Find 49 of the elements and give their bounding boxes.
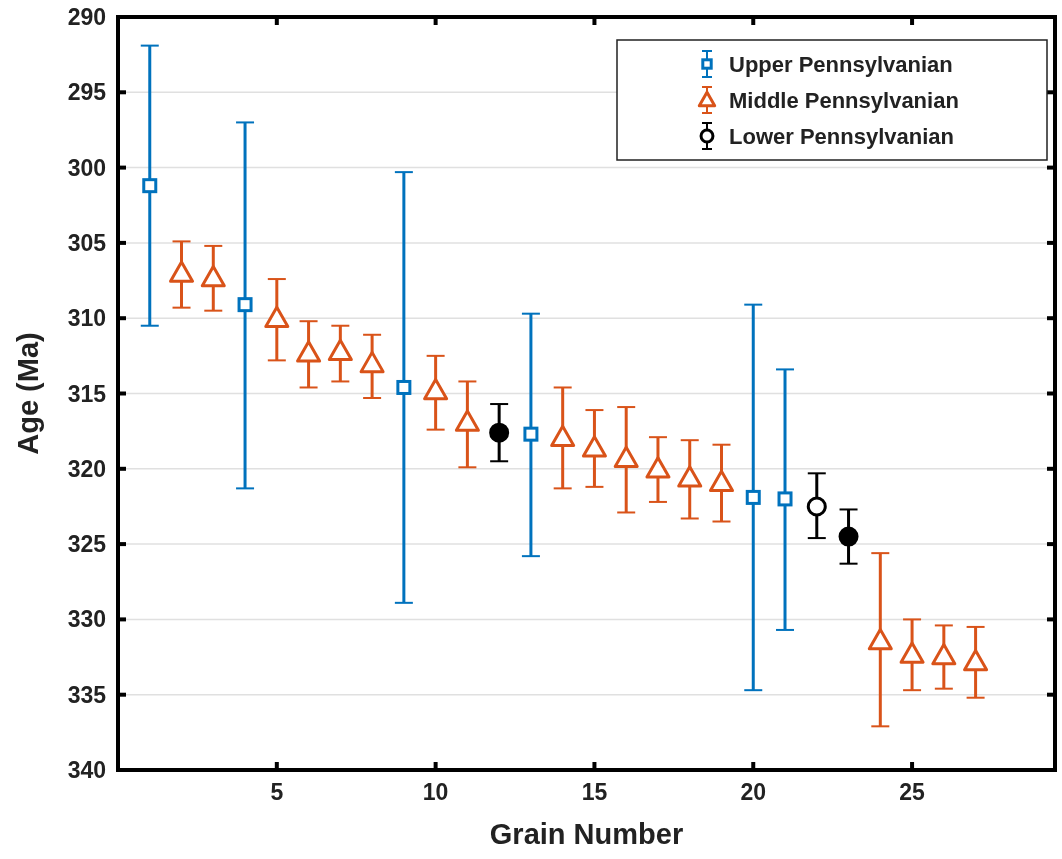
point [613,445,639,469]
point [550,424,576,447]
point [645,456,671,479]
y-tick-label: 315 [67,380,107,407]
point [708,469,734,493]
x-tick-label: 15 [581,779,608,805]
legend-label: Lower Pennsylvanian [729,123,954,149]
x-tick-label: 20 [740,779,767,805]
y-tick-label: 330 [67,606,106,633]
point [899,641,925,664]
point [867,627,893,651]
y-tick-label: 295 [67,79,107,106]
point [677,465,703,488]
y-tick-label: 325 [67,531,107,558]
legend-item: Upper Pennsylvanian [701,50,953,78]
point [806,496,827,517]
point [489,422,510,443]
point [581,435,607,458]
x-axis-title: Grain Number [489,818,684,850]
point [264,305,290,328]
point [454,409,480,432]
point [327,338,353,362]
legend-label: Upper Pennsylvanian [729,51,953,77]
y-tick-label: 300 [67,154,106,181]
y-tick-label: 310 [67,305,106,332]
point [963,649,989,672]
y-tick-label: 290 [67,4,106,30]
point [359,350,385,374]
point [142,178,158,194]
y-tick-label: 320 [67,455,106,482]
point [745,489,761,505]
point [169,260,195,283]
point [237,297,253,313]
point [931,643,957,666]
point [777,491,793,507]
y-axis-title: Age (Ma) [12,332,44,455]
point [523,426,539,442]
y-tick-label: 305 [67,229,107,256]
x-tick-label: 10 [422,779,449,805]
point [423,377,449,401]
point [200,265,226,288]
x-tick-label: 25 [899,779,926,805]
y-tick-label: 340 [67,757,106,783]
point [296,340,322,363]
point [396,379,412,395]
y-tick-label: 335 [67,681,107,708]
legend-label: Middle Pennsylvanian [729,87,959,113]
point [838,526,859,547]
x-tick-label: 5 [270,779,284,805]
